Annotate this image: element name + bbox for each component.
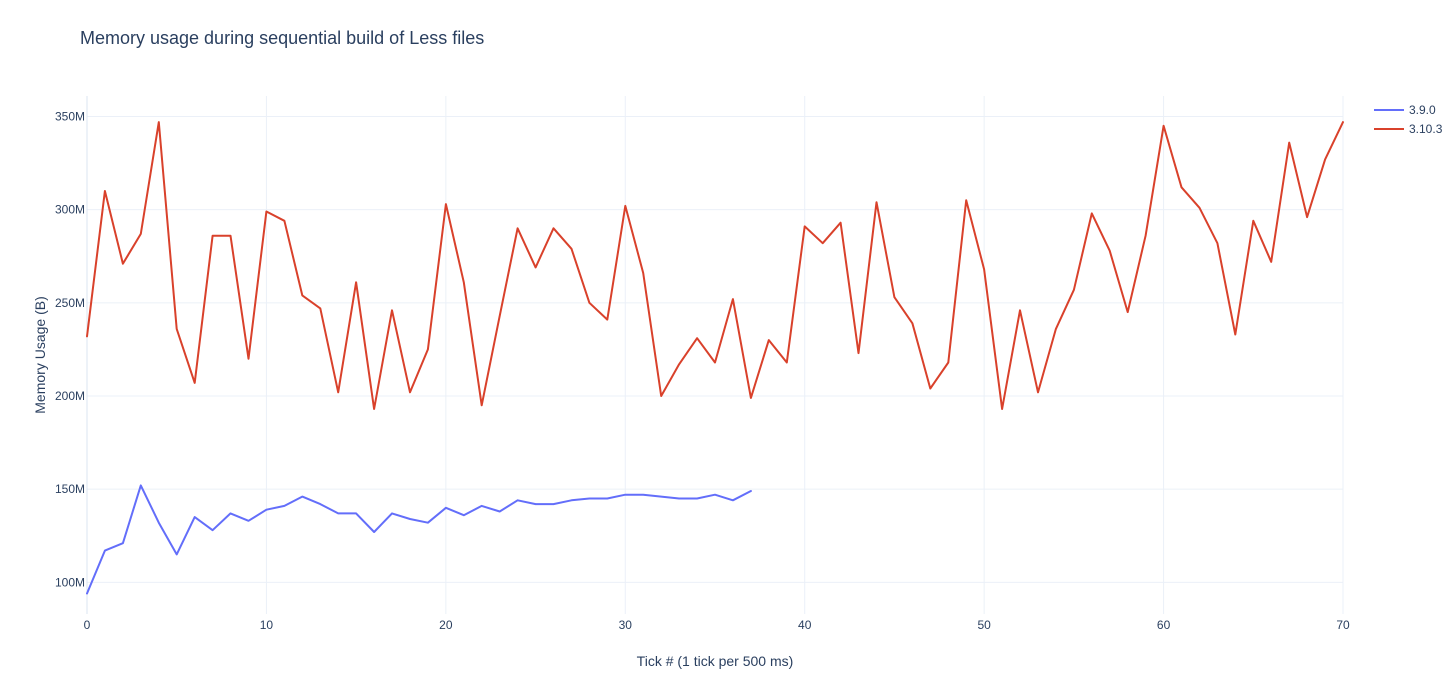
legend-label: 3.10.3 — [1409, 122, 1443, 136]
y-tick-label: 300M — [55, 203, 85, 217]
x-tick-label: 0 — [84, 618, 91, 632]
y-axis-title: Memory Usage (B) — [32, 296, 48, 413]
series-lines — [86, 121, 1344, 595]
y-tick-label: 100M — [55, 575, 85, 589]
y-tick-label: 150M — [55, 482, 85, 496]
legend[interactable]: 3.9.0 3.10.3 — [1374, 103, 1443, 136]
grid — [86, 96, 1344, 614]
y-tick-label: 250M — [55, 296, 85, 310]
x-tick-label: 10 — [260, 618, 274, 632]
legend-label: 3.9.0 — [1409, 103, 1436, 117]
legend-item[interactable]: 3.10.3 — [1374, 122, 1443, 136]
x-tick-label: 60 — [1157, 618, 1171, 632]
series-line-3-9-0[interactable] — [86, 484, 752, 595]
x-tick-label: 30 — [619, 618, 633, 632]
x-tick-label: 20 — [439, 618, 453, 632]
x-tick-label: 40 — [798, 618, 812, 632]
y-axis-ticks: 100M 150M 200M 250M 300M 350M — [55, 109, 85, 589]
y-tick-label: 350M — [55, 109, 85, 123]
chart-title: Memory usage during sequential build of … — [80, 28, 485, 48]
x-axis-ticks: 0 10 20 30 40 50 60 70 — [84, 618, 1350, 632]
x-tick-label: 50 — [977, 618, 991, 632]
legend-item[interactable]: 3.9.0 — [1374, 103, 1436, 117]
x-tick-label: 70 — [1336, 618, 1350, 632]
x-axis-title: Tick # (1 tick per 500 ms) — [637, 653, 794, 669]
series-line-3-10-3[interactable] — [86, 121, 1344, 410]
y-tick-label: 200M — [55, 389, 85, 403]
